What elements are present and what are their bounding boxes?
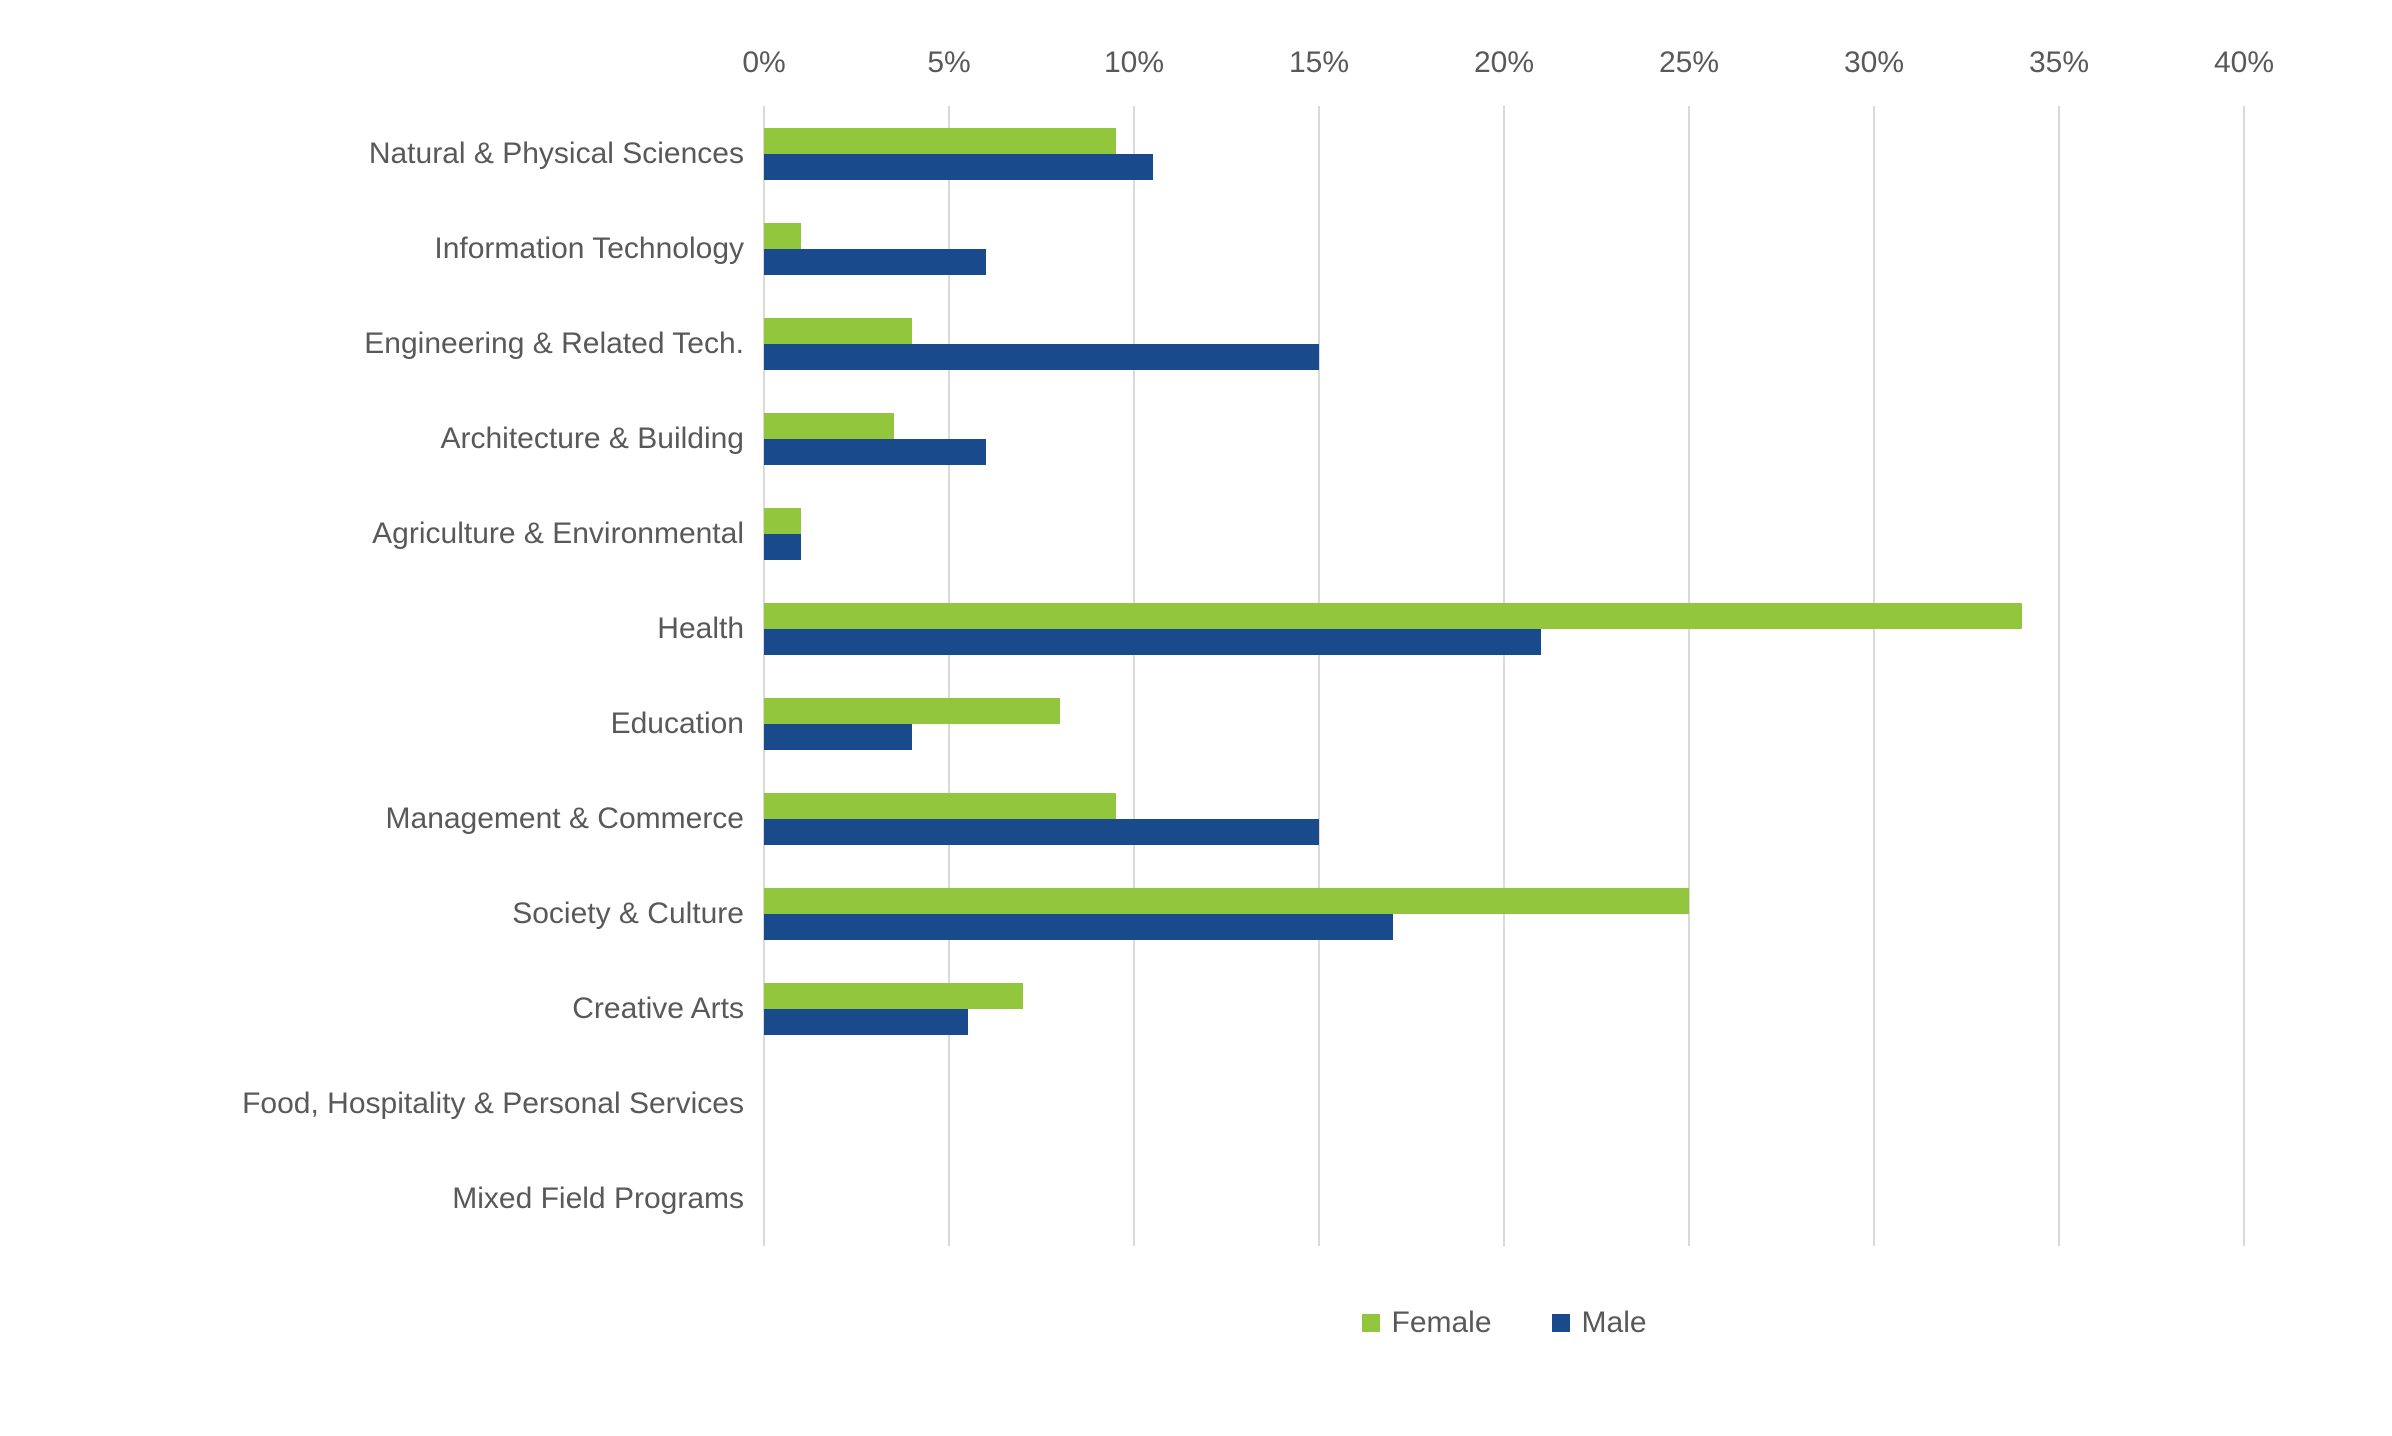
legend-swatch xyxy=(1552,1314,1570,1332)
gridline xyxy=(1688,106,1690,1246)
legend: Female Male xyxy=(1362,1306,1647,1340)
bar-male xyxy=(764,344,1319,370)
gridline xyxy=(1503,106,1505,1246)
bar-female xyxy=(764,508,801,534)
gridline xyxy=(2058,106,2060,1246)
chart-container: 0% 5% 10% 15% 20% 25% 30% 35% 40% Natural & Phys… xyxy=(0,0,2392,1436)
bar-female xyxy=(764,413,894,439)
legend-swatch xyxy=(1362,1314,1380,1332)
bar-male xyxy=(764,249,986,275)
category-label: Agriculture & Environmental xyxy=(0,486,764,581)
x-tick-label: 25% xyxy=(1659,46,1719,80)
bar-female xyxy=(764,603,2022,629)
x-tick-label: 0% xyxy=(742,46,785,80)
bar-female xyxy=(764,128,1116,154)
legend-label: Male xyxy=(1582,1306,1647,1340)
x-tick-label: 30% xyxy=(1844,46,1904,80)
category-label: Management & Commerce xyxy=(0,771,764,866)
bar-female xyxy=(764,888,1689,914)
bar-female xyxy=(764,983,1023,1009)
bar-male xyxy=(764,534,801,560)
legend-label: Female xyxy=(1392,1306,1492,1340)
bar-female xyxy=(764,318,912,344)
x-tick-label: 10% xyxy=(1104,46,1164,80)
bar-male xyxy=(764,724,912,750)
gridline xyxy=(1318,106,1320,1246)
category-label: Health xyxy=(0,581,764,676)
gridline xyxy=(948,106,950,1246)
gridline xyxy=(1133,106,1135,1246)
bar-female xyxy=(764,223,801,249)
legend-item-female: Female xyxy=(1362,1306,1492,1340)
x-tick-label: 35% xyxy=(2029,46,2089,80)
category-label: Information Technology xyxy=(0,201,764,296)
bar-male xyxy=(764,439,986,465)
plot-area xyxy=(764,106,2244,1246)
gridline xyxy=(2243,106,2245,1246)
gridline xyxy=(1873,106,1875,1246)
legend-item-male: Male xyxy=(1552,1306,1647,1340)
category-label: Mixed Field Programs xyxy=(0,1151,764,1246)
category-label: Engineering & Related Tech. xyxy=(0,296,764,391)
bar-male xyxy=(764,629,1541,655)
x-tick-label: 40% xyxy=(2214,46,2274,80)
x-tick-label: 5% xyxy=(927,46,970,80)
bar-male xyxy=(764,1009,968,1035)
bar-male xyxy=(764,914,1393,940)
bar-male xyxy=(764,819,1319,845)
category-label: Society & Culture xyxy=(0,866,764,961)
category-label: Creative Arts xyxy=(0,961,764,1056)
category-label: Education xyxy=(0,676,764,771)
category-label: Natural & Physical Sciences xyxy=(0,106,764,201)
bar-male xyxy=(764,154,1153,180)
bar-female xyxy=(764,793,1116,819)
category-label: Architecture & Building xyxy=(0,391,764,486)
x-tick-label: 20% xyxy=(1474,46,1534,80)
bar-female xyxy=(764,698,1060,724)
category-label: Food, Hospitality & Personal Services xyxy=(0,1056,764,1151)
x-tick-label: 15% xyxy=(1289,46,1349,80)
